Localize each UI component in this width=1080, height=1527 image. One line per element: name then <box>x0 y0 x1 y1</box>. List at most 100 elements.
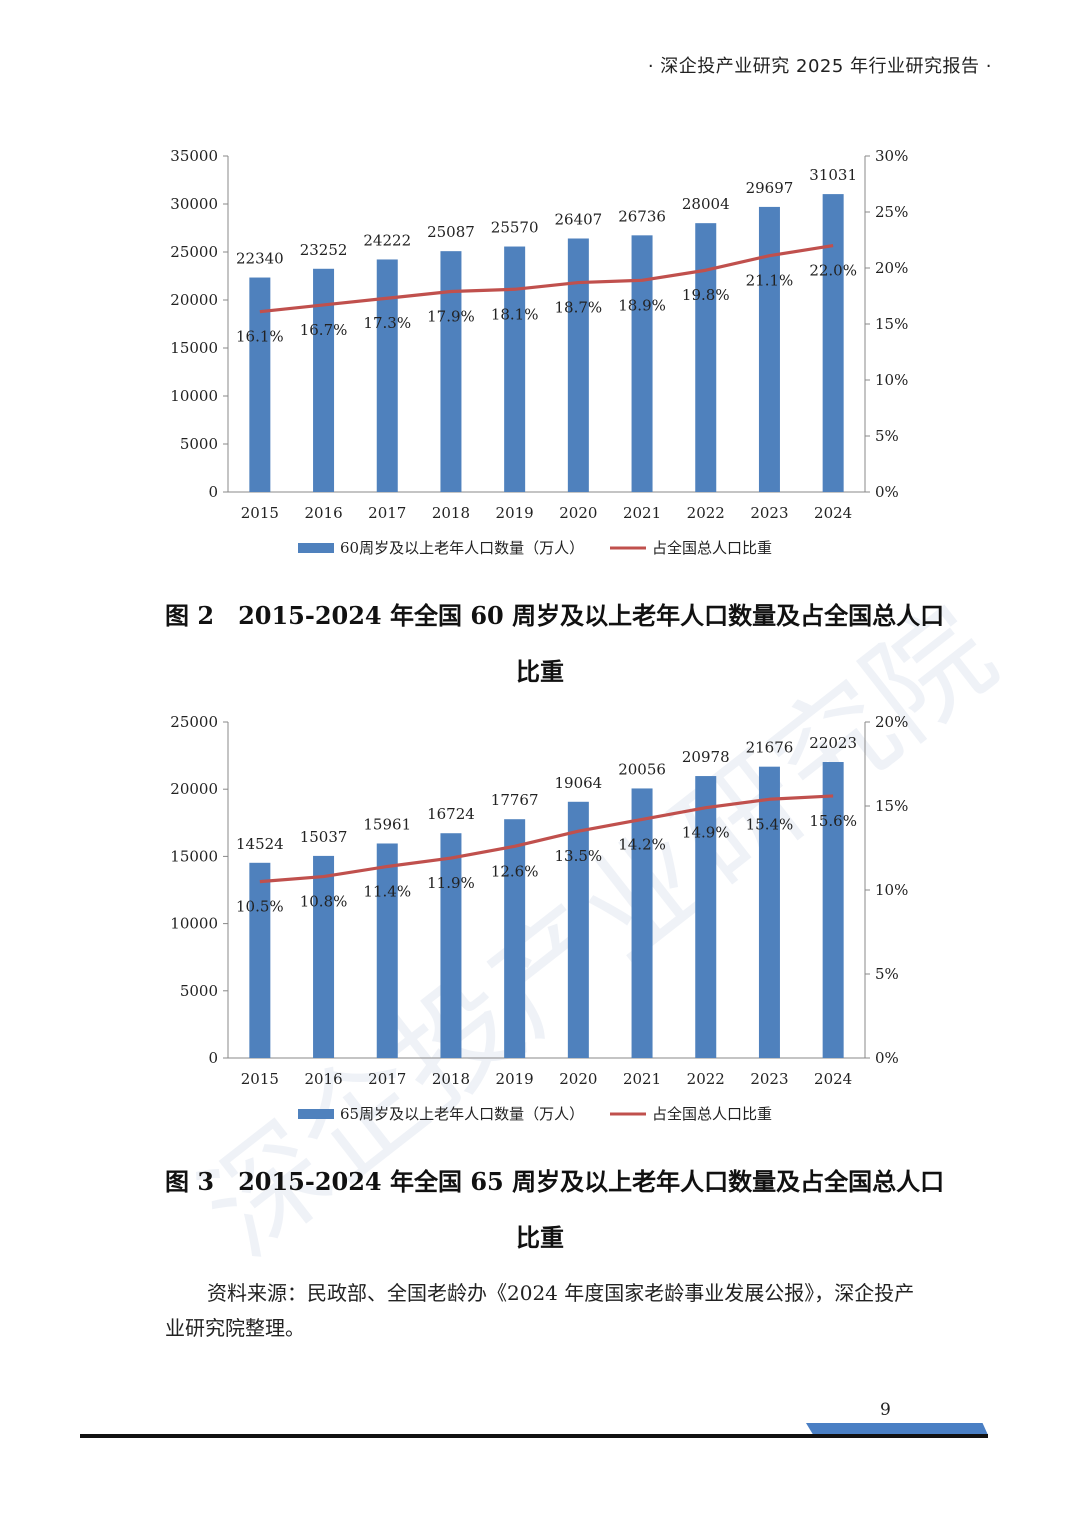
bar-value-label: 24222 <box>363 231 411 249</box>
bar-value-label: 26736 <box>618 207 666 225</box>
ratio-value-label: 15.6% <box>809 812 857 830</box>
y-tick-label-left: 20000 <box>170 291 218 309</box>
y-tick-label-left: 5000 <box>180 982 218 1000</box>
ratio-value-label: 14.9% <box>682 824 730 842</box>
x-tick-label: 2018 <box>432 1070 470 1088</box>
x-tick-label: 2017 <box>368 504 406 522</box>
y-tick-label-left: 30000 <box>170 195 218 213</box>
footer-accent-bar <box>806 1423 988 1435</box>
x-tick-label: 2017 <box>368 1070 406 1088</box>
bar-value-label: 16724 <box>427 805 475 823</box>
bar-value-label: 28004 <box>682 195 730 213</box>
y-tick-label-right: 0% <box>875 483 899 501</box>
bar <box>504 246 526 492</box>
legend-bar-label: 60周岁及以上老年人口数量（万人） <box>340 539 584 557</box>
bar <box>440 251 462 492</box>
y-tick-label-right: 0% <box>875 1049 899 1067</box>
bar-value-label: 22340 <box>236 250 284 268</box>
y-tick-label-right: 20% <box>875 259 908 277</box>
bar <box>631 788 653 1058</box>
x-tick-label: 2022 <box>687 504 725 522</box>
bar-value-label: 25087 <box>427 223 475 241</box>
ratio-value-label: 15.4% <box>746 815 794 833</box>
y-tick-label-right: 15% <box>875 797 908 815</box>
ratio-value-label: 22.0% <box>809 262 857 280</box>
legend-line-label: 占全国总人口比重 <box>652 1105 772 1123</box>
source-note: 资料来源：民政部、全国老龄办《2024 年度国家老龄事业发展公报》，深企投产业研… <box>165 1281 915 1340</box>
legend-bar-label: 65周岁及以上老年人口数量（万人） <box>340 1105 584 1123</box>
bar <box>249 277 271 492</box>
x-tick-label: 2021 <box>623 504 661 522</box>
bar-value-label: 15961 <box>363 815 411 833</box>
chart-svg: 0 5000 10000 15000 20000 25000 30000 35000 0% 5% 1… <box>170 147 908 557</box>
ratio-value-label: 11.4% <box>363 882 411 900</box>
y-tick-label-left: 25000 <box>170 243 218 261</box>
caption-line-2: 比重 <box>516 1223 564 1252</box>
y-tick-label-left: 20000 <box>170 780 218 798</box>
bar <box>567 801 589 1058</box>
page-number: 9 <box>880 1400 891 1420</box>
bar-value-label: 21676 <box>746 739 794 757</box>
bar-value-label: 22023 <box>809 734 857 752</box>
bar <box>695 776 717 1058</box>
y-tick-label-left: 25000 <box>170 713 218 731</box>
bar <box>313 268 335 492</box>
x-tick-label: 2020 <box>559 504 597 522</box>
bar-value-label: 17767 <box>491 791 539 809</box>
x-tick-label: 2015 <box>241 504 279 522</box>
bar <box>313 855 335 1058</box>
caption-line-1: 图 3 2015-2024 年全国 65 周岁及以上老年人口数量及占全国总人口 <box>165 1162 944 1197</box>
bar <box>504 819 526 1058</box>
x-tick-label: 2024 <box>814 1070 852 1088</box>
y-tick-label-right: 10% <box>875 371 908 389</box>
y-tick-label-right: 25% <box>875 203 908 221</box>
figure-title: 2015-2024 年全国 65 周岁及以上老年人口数量及占全国总人口 <box>238 1167 945 1196</box>
ratio-value-label: 14.2% <box>618 835 666 853</box>
bar <box>567 238 589 492</box>
ratio-value-label: 17.9% <box>427 308 475 326</box>
ratio-value-label: 18.1% <box>491 305 539 323</box>
chart-figure-2: 0 5000 10000 15000 20000 25000 30000 35000 0% 5% 1… <box>0 140 1080 580</box>
bar-value-label: 20978 <box>682 748 730 766</box>
ratio-value-label: 18.7% <box>555 299 603 317</box>
ratio-value-label: 16.1% <box>236 328 284 346</box>
ratio-value-label: 17.3% <box>363 314 411 332</box>
bar <box>631 235 653 492</box>
ratio-value-label: 18.9% <box>618 296 666 314</box>
bar <box>249 862 271 1058</box>
y-tick-label-right: 5% <box>875 965 899 983</box>
y-tick-label-left: 15000 <box>170 847 218 865</box>
y-tick-label-right: 10% <box>875 881 908 899</box>
y-tick-label-left: 5000 <box>180 435 218 453</box>
x-tick-label: 2019 <box>496 1070 534 1088</box>
legend-line-label: 占全国总人口比重 <box>652 539 772 557</box>
running-header: · 深企投产业研究 2025 年行业研究报告 · <box>647 56 992 77</box>
y-tick-label-left: 0 <box>208 483 218 501</box>
chart-figure-3: 0 5000 10000 15000 20000 25000 0% 5% 10% 15% 20% 14… <box>0 706 1080 1146</box>
bar-value-label: 29697 <box>746 179 794 197</box>
y-tick-label-left: 10000 <box>170 915 218 933</box>
caption-line-1: 图 2 2015-2024 年全国 60 周岁及以上老年人口数量及占全国总人口 <box>165 596 944 631</box>
caption-line-2: 比重 <box>516 657 564 686</box>
ratio-value-label: 21.1% <box>746 272 794 290</box>
x-tick-label: 2023 <box>750 504 788 522</box>
bar <box>440 833 462 1058</box>
y-tick-label-right: 20% <box>875 713 908 731</box>
x-tick-label: 2016 <box>304 504 342 522</box>
y-tick-label-left: 35000 <box>170 147 218 165</box>
bar-value-label: 26407 <box>554 210 602 228</box>
x-tick-label: 2020 <box>559 1070 597 1088</box>
ratio-value-label: 10.8% <box>300 893 348 911</box>
bar <box>822 762 844 1058</box>
x-tick-label: 2015 <box>241 1070 279 1088</box>
ratio-value-label: 13.5% <box>555 847 603 865</box>
bar <box>376 259 398 492</box>
bar-value-label: 20056 <box>618 760 666 778</box>
chart-svg: 0 5000 10000 15000 20000 25000 0% 5% 10% 15% 20% 14… <box>170 713 908 1123</box>
y-tick-label-right: 5% <box>875 427 899 445</box>
bar-value-label: 23252 <box>300 241 348 259</box>
x-tick-label: 2021 <box>623 1070 661 1088</box>
bar-value-label: 15037 <box>300 828 348 846</box>
y-tick-label-right: 15% <box>875 315 908 333</box>
x-tick-label: 2022 <box>687 1070 725 1088</box>
